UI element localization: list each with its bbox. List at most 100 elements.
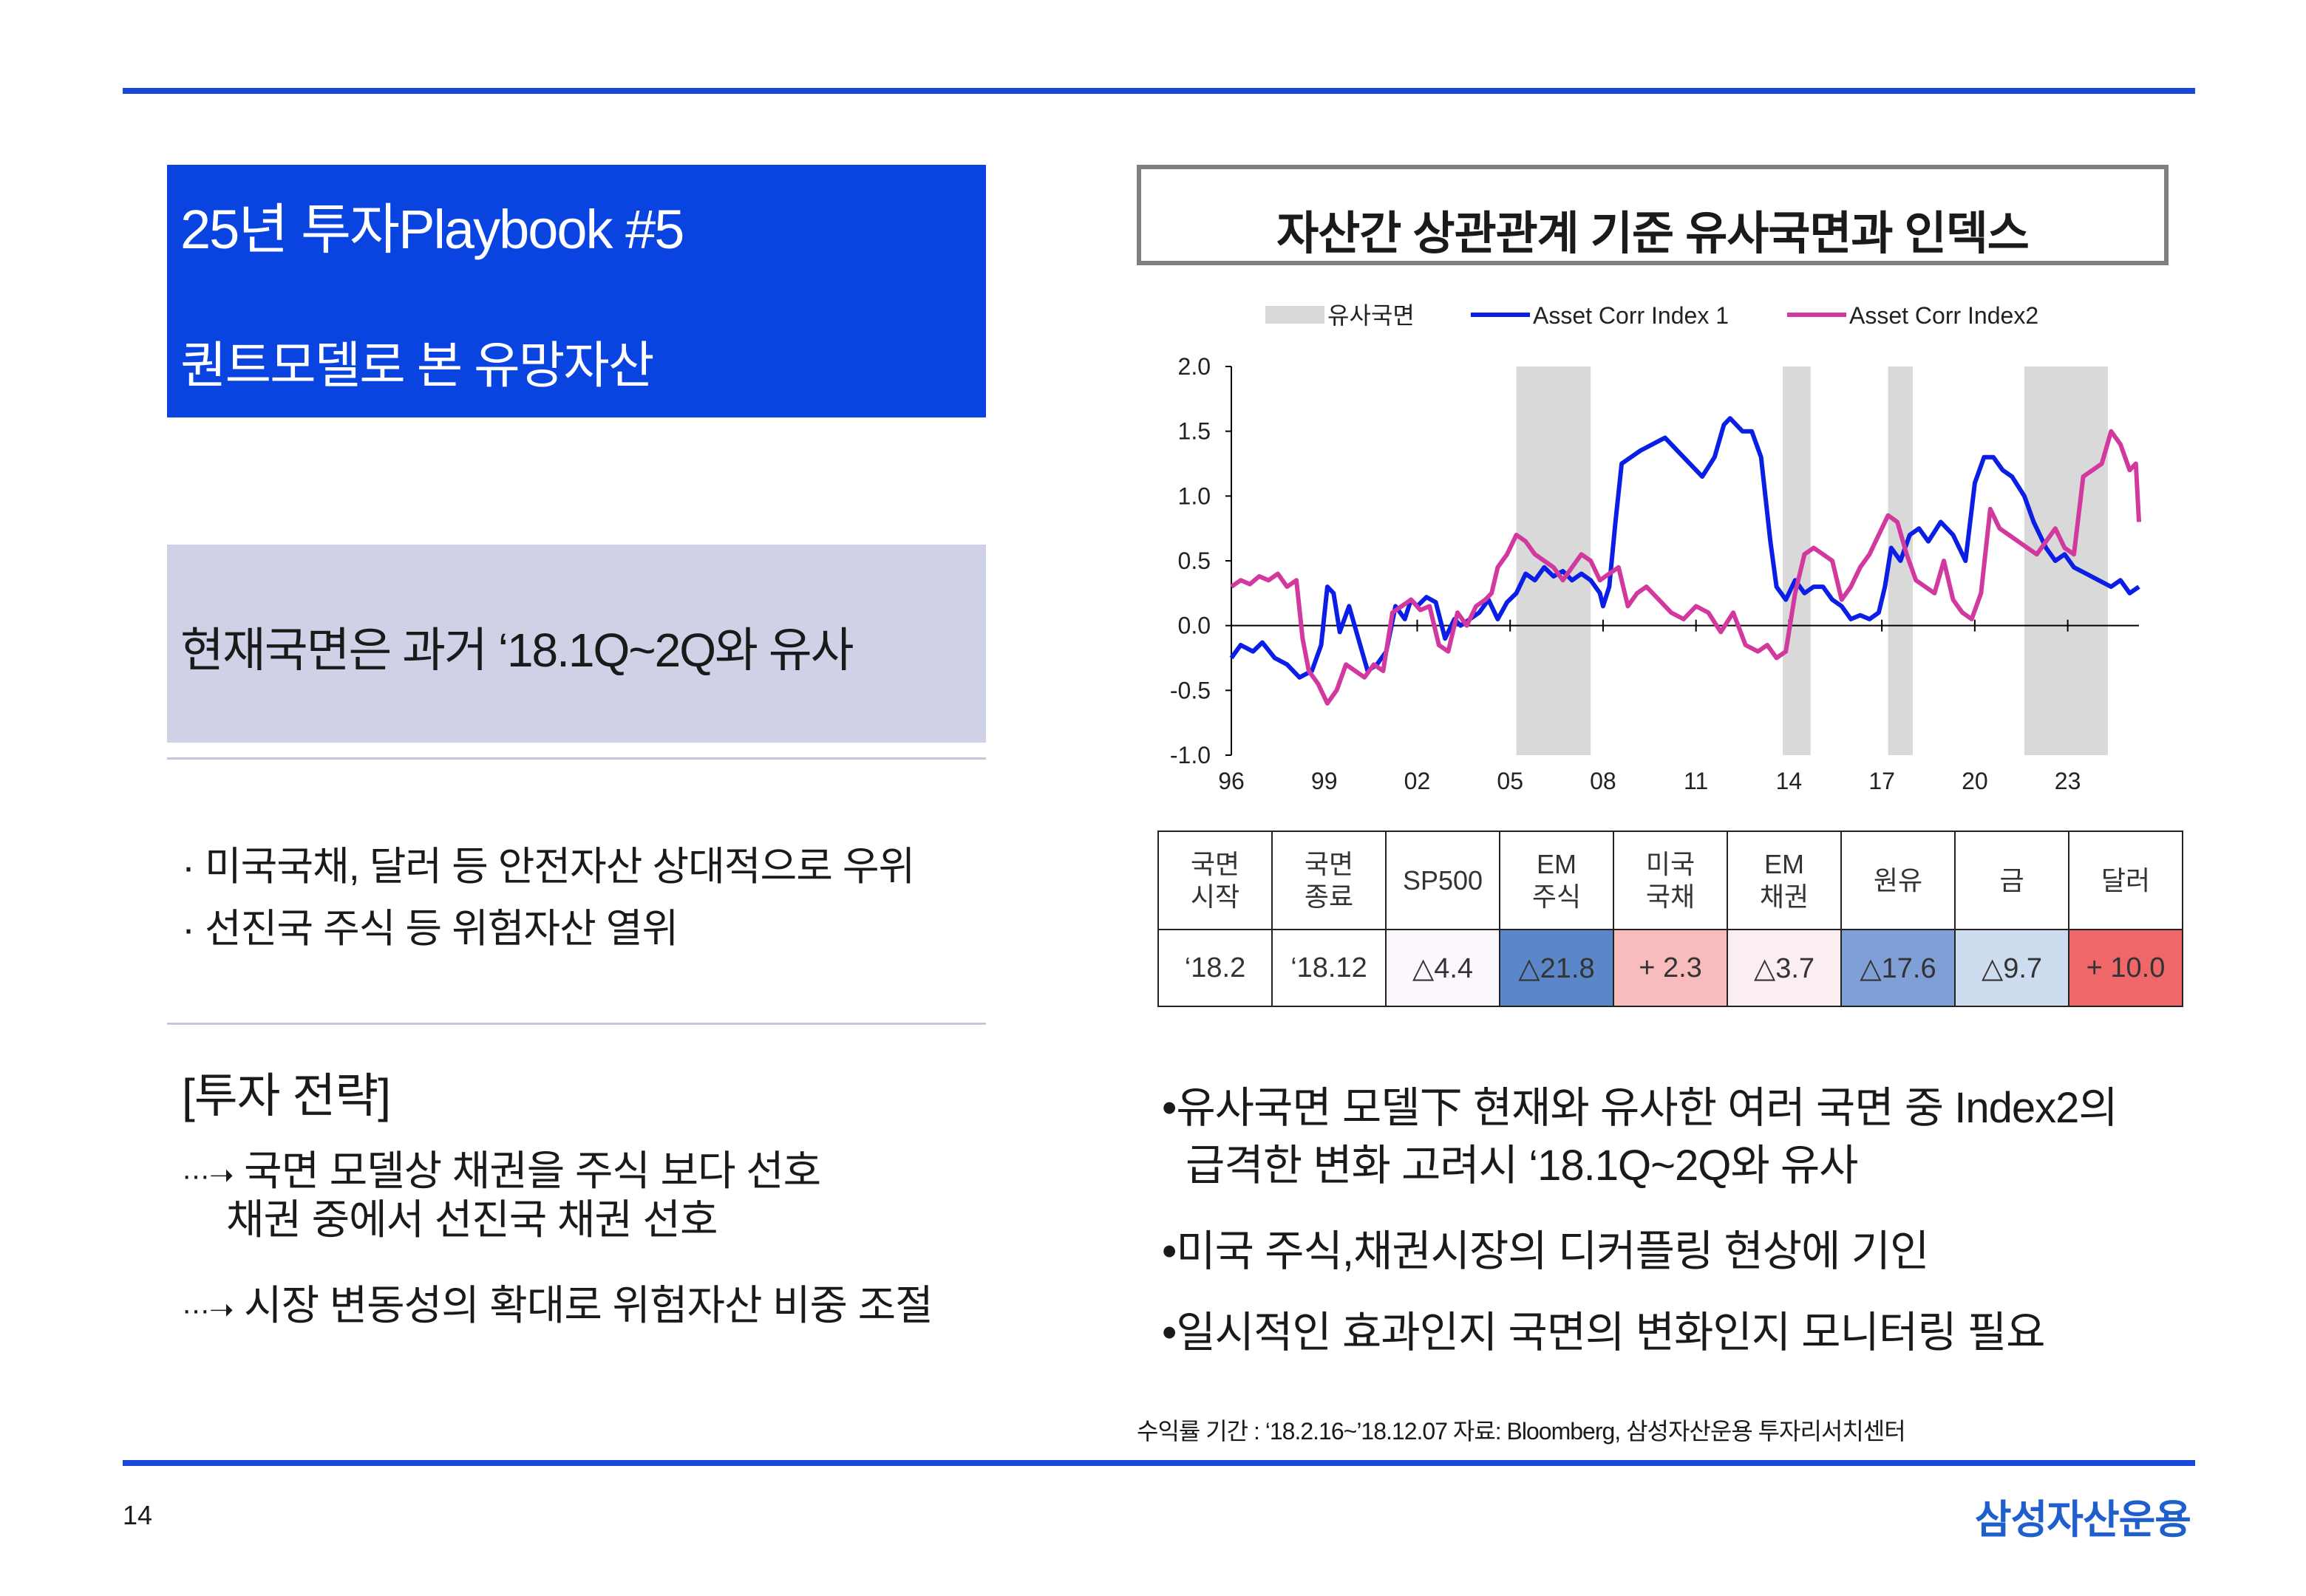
table-header-text: 원유 — [1873, 864, 1923, 896]
table-value-cell: △17.6 — [1840, 929, 1956, 1007]
right-bullet-2: •미국 주식,채권시장의 디커플링 현상에 기인 — [1162, 1216, 1929, 1278]
legend-label: 유사국면 — [1327, 302, 1415, 329]
table-header-text: 채권 — [1759, 881, 1809, 912]
table-header-cell: EM 주식 — [1499, 831, 1614, 930]
bottom-rule — [123, 1460, 2195, 1466]
chart-title-box: 자산간 상관관계 기준 유사국면과 인덱스 — [1137, 165, 2169, 265]
y-tick-label: -0.5 — [1170, 677, 1211, 703]
table-value-cell: △3.7 — [1727, 929, 1842, 1007]
divider-1 — [167, 757, 986, 760]
bullet-dot-icon: • — [1162, 1309, 1177, 1357]
table-header-cell: 달러 — [2068, 831, 2183, 930]
returns-table-header: 국면 시작 국면 종료 SP500 EM 주식 미국 국채 EM 채권 원유 금 달러 — [1157, 831, 2183, 930]
table-header-text: EM — [1764, 848, 1804, 879]
phase-box: 현재국면은 과거 ‘18.1Q~2Q와 유사 — [167, 545, 986, 743]
line-chart: 2.0 1.5 1.0 0.5 0.0 -0.5 -1.0 96 99 02 05 08 11 14 17 2… — [1170, 302, 2141, 794]
x-tick-label: 20 — [1962, 768, 1988, 794]
strategy-item-1-line-2: 채권 중에서 선진국 채권 선호 — [226, 1196, 718, 1243]
table-header-cell: 원유 — [1840, 831, 1956, 930]
table-header-text: 국채 — [1645, 881, 1696, 912]
table-header-cell: 국면 시작 — [1157, 831, 1273, 930]
table-value-cell: ‘18.2 — [1157, 929, 1273, 1007]
y-tick-label: 1.5 — [1178, 418, 1211, 445]
source-note: 수익률 기간 : ‘18.2.16~’18.12.07 자료: Bloomber… — [1137, 1418, 1906, 1445]
title-line-1: 25년 투자Playbook #5 — [180, 199, 684, 260]
table-header-text: 미국 — [1645, 848, 1696, 879]
right-bullet-1: •유사국면 모델下 현재와 유사한 여러 국면 중 Index2의 — [1162, 1073, 2118, 1135]
y-tick-label: 2.0 — [1178, 353, 1211, 380]
x-tick-label: 17 — [1868, 768, 1895, 794]
y-tick-label: 0.0 — [1178, 613, 1211, 639]
table-header-text: EM — [1537, 848, 1577, 879]
strategy-heading: [투자 전략] — [182, 1069, 391, 1122]
x-tick-label: 14 — [1776, 768, 1803, 794]
series-line-index1 — [1229, 416, 2140, 680]
shaded-period-bar — [1783, 366, 1811, 755]
table-value-cell: △4.4 — [1385, 929, 1500, 1007]
chart-axes: 2.0 1.5 1.0 0.5 0.0 -0.5 -1.0 96 99 02 05 08 11 14 17 2… — [1170, 353, 2139, 794]
phase-text: 현재국면은 과거 ‘18.1Q~2Q와 유사 — [180, 624, 854, 677]
returns-table: 국면 시작 국면 종료 SP500 EM 주식 미국 국채 EM 채권 원유 금 달러 ‘18.2 ‘18.… — [1157, 831, 2183, 1007]
chart-series — [1229, 416, 2141, 706]
y-tick-label: 0.5 — [1178, 548, 1211, 574]
table-header-text: 달러 — [2101, 864, 2151, 896]
table-value-cell: △9.7 — [1954, 929, 2069, 1007]
right-bullet-3: •일시적인 효과인지 국면의 변화인지 모니터링 필요 — [1162, 1297, 2045, 1360]
legend-label: Asset Corr Index 1 — [1533, 302, 1729, 329]
shaded-period-bar — [2024, 366, 2109, 755]
divider-2 — [167, 1023, 986, 1025]
right-bullet-1-line-1: 유사국면 모델下 현재와 유사한 여러 국면 중 Index2의 — [1176, 1084, 2118, 1132]
table-header-text: SP500 — [1402, 864, 1483, 896]
table-header-text: 국면 — [1304, 848, 1354, 879]
bullet-dot-icon: • — [1162, 1084, 1177, 1132]
title-line-2: 퀀트모델로 본 유망자산 — [180, 338, 654, 394]
table-header-cell: 금 — [1954, 831, 2069, 930]
x-tick-label: 02 — [1404, 768, 1431, 794]
chart-title: 자산간 상관관계 기준 유사국면과 인덱스 — [1276, 208, 2030, 259]
x-tick-label: 96 — [1218, 768, 1245, 794]
x-tick-label: 23 — [2055, 768, 2081, 794]
table-header-text: 종료 — [1304, 881, 1354, 912]
chart-legend: 유사국면 Asset Corr Index 1 Asset Corr Index2 — [1265, 302, 2038, 329]
table-header-cell: 국면 종료 — [1271, 831, 1387, 930]
page-number: 14 — [123, 1500, 153, 1530]
bullet-1: · 미국국채, 달러 등 안전자산 상대적으로 우위 — [182, 845, 915, 889]
bullet-2: · 선진국 주식 등 위험자산 열위 — [182, 907, 678, 951]
table-value-cell: △21.8 — [1499, 929, 1614, 1007]
series-line-index2 — [1230, 429, 2141, 706]
arrow-icon: ···➝ — [182, 1159, 234, 1192]
shaded-periods — [1516, 366, 2109, 755]
returns-table-values: ‘18.2 ‘18.12 △4.4 △21.8 + 2.3 △3.7 △17.6 △9.7 + … — [1157, 929, 2183, 1007]
top-rule — [123, 88, 2195, 94]
table-header-text: 국면 — [1190, 848, 1240, 879]
brand-logo: 삼성자산운용 — [1974, 1498, 2191, 1542]
table-header-text: 주식 — [1531, 881, 1582, 912]
arrow-icon: ···➝ — [182, 1294, 234, 1326]
right-bullet-3-line-1: 일시적인 효과인지 국면의 변화인지 모니터링 필요 — [1176, 1309, 2045, 1357]
table-header-text: 금 — [1999, 864, 2024, 896]
x-tick-label: 05 — [1497, 768, 1523, 794]
strategy-item-1: ···➝ 국면 모델상 채권을 주식 보다 선호 — [182, 1138, 821, 1198]
strategy-item-2-line-1: 시장 변동성의 확대로 위험자산 비중 조절 — [244, 1282, 933, 1329]
legend-swatch — [1265, 306, 1324, 324]
x-tick-label: 99 — [1311, 768, 1338, 794]
y-tick-label: 1.0 — [1178, 482, 1211, 509]
table-header-cell: EM 채권 — [1727, 831, 1842, 930]
right-bullet-1-line-2: 급격한 변화 고려시 ‘18.1Q~2Q와 유사 — [1186, 1142, 1859, 1190]
y-tick-label: -1.0 — [1170, 742, 1211, 768]
x-tick-label: 11 — [1684, 768, 1708, 794]
x-tick-label: 08 — [1590, 768, 1616, 794]
legend-label: Asset Corr Index2 — [1849, 302, 2038, 329]
table-header-text: 시작 — [1190, 881, 1240, 912]
table-value-cell: ‘18.12 — [1271, 929, 1387, 1007]
table-value-cell: + 10.0 — [2068, 929, 2183, 1007]
table-header-cell: SP500 — [1385, 831, 1500, 930]
right-bullet-2-line-1: 미국 주식,채권시장의 디커플링 현상에 기인 — [1176, 1227, 1929, 1275]
title-box: 25년 투자Playbook #5 퀀트모델로 본 유망자산 — [167, 165, 986, 417]
table-value-cell: + 2.3 — [1613, 929, 1728, 1007]
bullet-dot-icon: • — [1162, 1227, 1177, 1275]
table-header-cell: 미국 국채 — [1613, 831, 1728, 930]
strategy-item-1-line-1: 국면 모델상 채권을 주식 보다 선호 — [244, 1147, 821, 1194]
strategy-item-2: ···➝ 시장 변동성의 확대로 위험자산 비중 조절 — [182, 1272, 933, 1332]
shaded-period-bar — [1516, 366, 1591, 755]
